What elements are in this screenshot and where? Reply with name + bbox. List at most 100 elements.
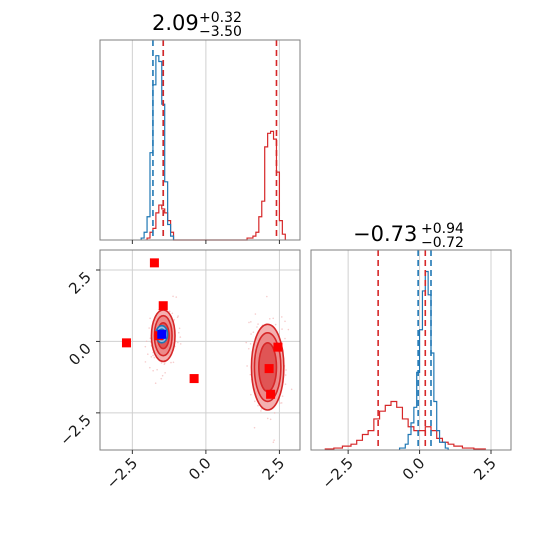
- sample-point-1-27: [257, 323, 259, 325]
- sample-point-1-121: [266, 417, 269, 420]
- sample-point-1-4: [257, 404, 259, 407]
- sample-point-0-129: [179, 336, 182, 338]
- sample-point-1-125: [287, 328, 290, 331]
- hist-p1-bg: [100, 40, 300, 240]
- sample-point-0-61: [150, 355, 153, 358]
- sample-point-1-78: [268, 317, 271, 320]
- sample-point-1-55: [249, 373, 252, 376]
- hist-p2-frame: [310, 249, 512, 451]
- sample-point-0-44: [152, 369, 154, 372]
- hist-p2-xtick-label-1: 0.0: [399, 454, 429, 484]
- marker-red-4: [189, 374, 199, 384]
- sample-point-0-19: [153, 356, 156, 359]
- sample-point-0-81: [154, 382, 157, 384]
- sample-point-0-6: [179, 343, 182, 345]
- marker-red-6: [273, 342, 283, 352]
- sample-point-1-131: [272, 317, 274, 320]
- sample-point-0-30: [160, 377, 163, 380]
- sample-point-1-61: [253, 426, 256, 429]
- title-param-2-minus: −0.72: [421, 235, 464, 251]
- sample-point-0-38: [156, 368, 158, 371]
- sample-point-0-132: [149, 317, 151, 320]
- title-param-1-minus: −3.50: [199, 24, 242, 40]
- sample-point-0-117: [173, 318, 175, 321]
- sample-point-0-71: [176, 316, 179, 319]
- sample-point-0-89: [175, 296, 178, 298]
- sample-point-0-118: [172, 361, 175, 364]
- hist-p2-xtick-label-0: −2.5: [318, 454, 356, 492]
- sample-point-1-92: [254, 313, 257, 315]
- sample-point-1-1: [284, 320, 286, 323]
- sample-point-0-88: [164, 371, 166, 374]
- sample-point-1-107: [274, 323, 277, 326]
- sample-point-1-43: [284, 383, 287, 386]
- title-param-1-value: 2.09: [152, 11, 199, 35]
- sample-point-0-68: [178, 327, 181, 330]
- sample-point-0-99: [164, 362, 166, 364]
- sample-point-0-12: [161, 374, 164, 377]
- scatter-xtick-label-2: 2.5: [259, 454, 289, 484]
- hist-p2-red: [324, 400, 486, 450]
- sample-point-1-108: [256, 326, 258, 328]
- sample-point-1-130: [273, 439, 275, 441]
- sample-point-0-51: [160, 362, 163, 364]
- scatter-frame: [99, 249, 301, 451]
- scatter-ytick-label-0: −2.5: [56, 411, 94, 449]
- marker-red-0: [121, 338, 131, 348]
- sample-point-1-65: [279, 402, 281, 404]
- hist-p1-red: [146, 130, 286, 241]
- sample-point-1-7: [273, 412, 276, 414]
- sample-point-1-110: [281, 395, 284, 397]
- marker-red-1: [149, 258, 159, 268]
- sample-point-0-21: [177, 341, 179, 344]
- sample-point-0-27: [148, 327, 150, 329]
- sample-point-1-100: [281, 328, 283, 330]
- sample-point-1-39: [246, 365, 248, 367]
- hist-p1-frame: [99, 39, 301, 241]
- sample-point-1-41: [252, 331, 255, 334]
- sample-point-0-36: [163, 363, 166, 366]
- title-param-1: 2.09: [152, 11, 199, 35]
- title-param-2: −0.73: [353, 222, 417, 246]
- sample-point-0-65: [170, 361, 172, 364]
- sample-point-0-84: [145, 340, 148, 343]
- marker-blue: [157, 329, 167, 339]
- hist-p2-xtick-label-2: 2.5: [470, 454, 500, 484]
- sample-point-1-99: [249, 343, 252, 345]
- hist-p2-blue: [398, 270, 449, 450]
- sample-point-1-70: [260, 410, 262, 412]
- sample-point-1-117: [247, 347, 250, 350]
- scatter-xtick-label-0: −2.5: [103, 454, 141, 492]
- sample-point-0-10: [149, 366, 151, 369]
- hist-p2-bg: [311, 250, 511, 450]
- sample-point-1-93: [269, 418, 272, 421]
- sample-point-0-139: [144, 361, 147, 363]
- sample-point-1-85: [285, 369, 287, 371]
- marker-red-7: [266, 389, 276, 399]
- sample-point-1-79: [281, 316, 283, 318]
- title-param-1-plus: +0.32: [199, 10, 242, 26]
- sample-point-1-54: [290, 388, 293, 391]
- sample-point-1-21: [248, 321, 250, 324]
- sample-point-0-134: [177, 315, 179, 317]
- sample-point-0-126: [177, 331, 180, 334]
- hist-p1-blue: [140, 55, 175, 240]
- sample-point-1-67: [272, 441, 275, 444]
- sample-point-1-24: [245, 341, 248, 344]
- sample-point-0-14: [172, 295, 174, 298]
- marker-red-5: [264, 364, 274, 374]
- sample-point-1-122: [266, 295, 268, 298]
- title-param-2-plus: +0.94: [421, 221, 464, 237]
- sample-point-0-47: [171, 312, 174, 315]
- sample-point-1-33: [280, 402, 283, 404]
- sample-point-1-17: [284, 337, 286, 340]
- sample-point-1-82: [254, 400, 256, 403]
- sample-point-0-35: [168, 310, 171, 313]
- sample-point-1-80: [284, 374, 287, 376]
- sample-point-1-118: [250, 333, 252, 335]
- scatter-xtick-label-1: 0.0: [185, 454, 215, 484]
- scatter-ytick-label-2: 2.5: [65, 268, 95, 298]
- scatter-ytick-label-1: 0.0: [65, 340, 95, 370]
